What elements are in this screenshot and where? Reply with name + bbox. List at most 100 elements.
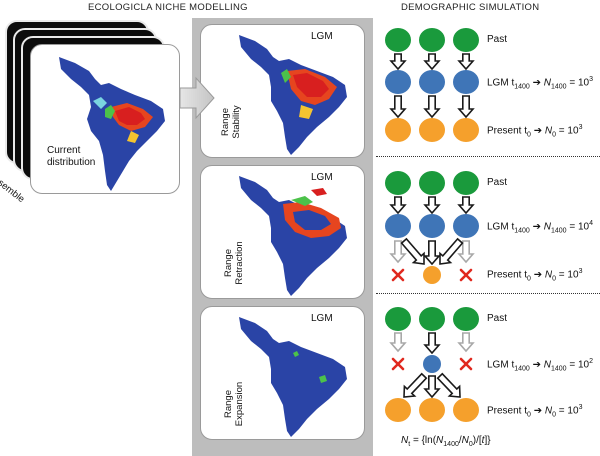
cross-icon [391,357,405,371]
scenario-expansion [385,307,479,422]
lgm-circle [385,70,411,94]
present-circle [385,398,411,422]
formula-rhs-b: )/[ [472,435,482,446]
eco-niche-header: ECOLOGICLA NICHE MODELLING [88,2,248,13]
range-expansion-card: LGM Range Expansion [200,306,365,440]
lgm-label-expansion: LGM [311,313,333,324]
arrow-right-icon: ➔ [533,405,543,417]
current-distribution-map [59,57,165,191]
past-circle [419,28,445,52]
formula-n0-sub: 0 [468,441,473,448]
s3-lgm-n-sub: 1400 [551,365,567,373]
formula-rhs-a: = {ln( [410,435,437,446]
past-circle [385,307,411,331]
down-arrow-icon [423,95,441,119]
down-arrow-icon [423,196,441,215]
growth-rate-formula: Nt = {ln(N1400/N0)/[t]} [401,435,491,448]
past-circle [385,171,411,195]
s2-present-t: Present t [487,269,528,281]
down-arrow-icon [457,332,475,353]
cross-icon [459,268,473,282]
s1-present-eq: = 10 [556,125,579,137]
past-circle [453,307,479,331]
present-circle [423,266,441,284]
range-stability-map [239,35,347,155]
past-circle [419,171,445,195]
s3-lgm-t: LGM t [487,359,515,371]
extinction-crosses [391,268,473,371]
present-circle [453,118,479,142]
down-arrow-icon [423,332,441,355]
s3-lgm-label: LGM t1400 ➔ N1400 = 102 [487,358,593,372]
s2-past-label: Past [487,177,508,188]
lgm-label-stability: LGM [311,31,333,42]
cross-icon [459,357,473,371]
s3-lgm-exp: 2 [589,358,594,365]
present-circle [453,398,479,422]
formula-lhs: N [401,435,409,446]
formula-rhs-c: ]} [484,435,491,446]
s1-present-label: Present t0 ➔ N0 = 103 [487,124,582,138]
s2-lgm-n-sub: 1400 [551,227,567,235]
arrow-right-icon: ➔ [533,269,543,281]
arrow-right-icon: ➔ [532,221,541,233]
range-retraction-map [239,176,347,296]
range-stability-card: LGM Range Stability [200,24,365,158]
s3-present-n-sub: 0 [552,411,557,419]
s1-present-t-sub: 0 [527,131,531,139]
range-retraction-card: LGM Range Retraction [200,165,365,299]
past-circle [453,28,479,52]
lgm-label-retraction: LGM [311,172,333,183]
formula-n1-sub: 1400 [443,441,459,448]
s2-lgm-n: N [543,221,551,233]
present-circle [419,118,445,142]
s2-lgm-eq: = 10 [566,221,590,233]
formula-slash: / [458,435,462,446]
separator-1 [376,156,600,157]
lgm-circle [385,214,411,238]
current-label-line1: Current [47,145,81,156]
s2-lgm-t-sub: 1400 [514,227,530,235]
s1-lgm-t: LGM t [487,77,515,89]
s1-lgm-eq: = 10 [566,77,590,89]
lgm-circle [453,70,479,94]
s2-present-label: Present t0 ➔ N0 = 103 [487,268,582,282]
present-circle [419,398,445,422]
s1-lgm-exp: 3 [589,76,594,83]
s3-present-eq: = 10 [556,405,579,417]
lgm-circle [423,355,441,373]
s3-present-label: Present t0 ➔ N0 = 103 [487,404,582,418]
s2-lgm-label: LGM t1400 ➔ N1400 = 104 [487,220,593,234]
arrow-right-icon: ➔ [533,125,543,137]
down-arrow-icon [457,95,475,119]
s1-lgm-t-sub: 1400 [514,83,530,91]
transition-arrows [389,53,475,399]
scenario-retraction [385,171,479,284]
down-arrow-icon [436,372,461,398]
down-arrow-icon [403,372,428,398]
big-arrow-icon [179,76,215,120]
s2-present-t-sub: 0 [527,275,531,283]
s2-present-n: N [544,269,553,281]
down-arrow-icon [457,196,475,215]
formula-lhs-sub: t [408,441,411,448]
s1-lgm-n: N [543,77,551,89]
current-label-line2: distribution [47,157,96,168]
down-arrow-icon [389,95,407,119]
s3-present-t-sub: 0 [527,411,531,419]
s2-present-exp: 3 [578,268,583,275]
down-arrow-icon [389,332,407,353]
s3-present-n: N [544,405,553,417]
down-arrow-icon [400,237,425,265]
demographic-simulation-header: DEMOGRAPHIC SIMULATION [401,2,540,13]
down-arrow-icon [423,240,441,266]
past-circle [419,307,445,331]
down-arrow-icon [439,237,464,265]
s1-present-n-sub: 0 [552,131,557,139]
present-circle [385,118,411,142]
cross-icon [391,268,405,282]
s1-present-t: Present t [487,125,528,137]
s2-lgm-t: LGM t [487,221,515,233]
past-circle [385,28,411,52]
